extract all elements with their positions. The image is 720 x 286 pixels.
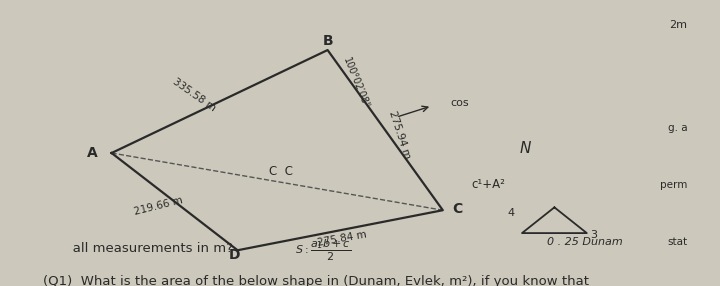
Text: 100°02′08": 100°02′08" [341,56,372,110]
Text: C  C: C C [269,165,293,178]
Text: 335.58 m: 335.58 m [171,76,217,113]
Text: g. a: g. a [668,123,688,133]
Text: 3: 3 [590,230,598,239]
Text: 4: 4 [508,208,515,218]
Text: 219.66 m: 219.66 m [133,195,184,217]
Text: 275.84 m: 275.84 m [317,230,367,248]
Text: stat: stat [667,237,688,247]
Text: all measurements in m?: all measurements in m? [43,242,233,255]
Text: D: D [228,248,240,261]
Text: perm: perm [660,180,688,190]
Text: $S: \dfrac{a_1b+c}{2}$: $S: \dfrac{a_1b+c}{2}$ [295,238,351,263]
Text: B: B [323,35,333,48]
Text: 0 . 25 Dunam: 0 . 25 Dunam [547,237,623,247]
Text: cos: cos [450,98,469,108]
Text: c¹+A²: c¹+A² [472,178,505,191]
Text: A: A [87,146,97,160]
Text: N: N [520,141,531,156]
Text: 2m: 2m [670,20,688,30]
Text: (Q1)  What is the area of the below shape in (Dunam, Evlek, m²), if you know tha: (Q1) What is the area of the below shape… [43,275,589,286]
Text: 275.94 m: 275.94 m [387,109,412,160]
Text: C: C [452,202,462,216]
